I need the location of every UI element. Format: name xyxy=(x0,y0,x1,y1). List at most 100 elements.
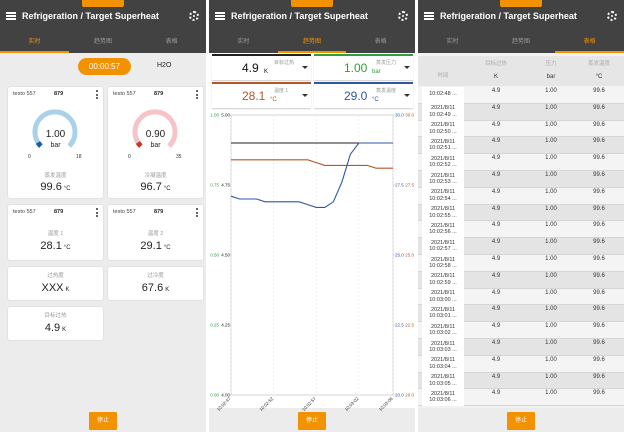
gauge xyxy=(32,109,78,148)
stop-button[interactable]: 停止 xyxy=(507,412,535,430)
card-menu[interactable] xyxy=(196,208,198,217)
table-row: 2021/8/11 10:02:58 ... 4.9 1.00 99.6 xyxy=(418,255,624,272)
device-name: testo 557 xyxy=(113,209,136,215)
tab[interactable]: 实时 xyxy=(209,32,278,53)
status-tag xyxy=(291,0,333,7)
readout[interactable]: 1.00 bar 蒸发压力 xyxy=(314,54,413,80)
time-cell: 2021/8/11 10:02:54 ... xyxy=(422,187,464,205)
value-cell: 99.6 xyxy=(593,340,605,346)
y-tick-label: 0.00 xyxy=(210,393,219,398)
tab[interactable]: 趋势图 xyxy=(277,32,347,53)
value-cell: 4.9 xyxy=(491,306,501,313)
device-serial: 879 xyxy=(154,91,164,97)
table-row: 2021/8/11 10:02:52 ... 4.9 1.00 99.6 xyxy=(418,154,624,171)
settings-button[interactable] xyxy=(189,11,199,21)
column-header: 压力 xyxy=(545,61,557,67)
reading-number: 67.6 xyxy=(141,282,164,294)
table-row: 2021/8/11 10:02:51 ... 4.9 1.00 99.6 xyxy=(418,137,624,155)
gauge-unit: bar xyxy=(50,142,61,149)
value-cell: 99.6 xyxy=(593,222,605,229)
phone-panel: Refrigeration / Target Superheat 实时 趋势图 表格停… xyxy=(0,0,206,432)
medium-label: H2O xyxy=(157,62,172,69)
reading-number: XXX xyxy=(41,282,64,294)
reading-number: 4.9 xyxy=(44,322,61,334)
reading-value: 4.9 K xyxy=(8,322,103,334)
value-cell: 1.00 xyxy=(545,323,557,330)
card-menu[interactable] xyxy=(196,90,198,99)
time-cell: 2021/8/11 10:02:53 ... xyxy=(422,171,464,188)
trend-chart: 0.00 0.25 0.50 0.75 1.00 4.00 4.25 4.50 4.75 5.00… xyxy=(210,113,414,413)
readout[interactable]: 29.0 °C 蒸发温度 xyxy=(314,82,413,108)
value-cell: 99.6 xyxy=(593,155,605,162)
table-row: 2021/8/11 10:02:53 ... 4.9 1.00 99.6 xyxy=(418,171,624,188)
reading-label: 过热度 xyxy=(47,273,64,279)
y-tick-label: 4.00 xyxy=(221,393,230,398)
y-tick-label: 22.5 xyxy=(405,323,414,328)
readout[interactable]: 28.1 °C 温度 1 xyxy=(212,82,311,108)
card-menu[interactable] xyxy=(96,208,98,217)
x-tick-label: 10:03:02 xyxy=(344,396,360,412)
readout-value: 1.00 xyxy=(344,61,368,75)
tab[interactable]: 趋势图 xyxy=(68,32,138,53)
readout-value: 28.1 xyxy=(242,89,266,103)
tab-indicator xyxy=(555,51,624,53)
tab[interactable]: 表格 xyxy=(346,32,415,53)
value-cell: 99.6 xyxy=(593,356,605,363)
settings-button[interactable] xyxy=(607,11,617,21)
status-tag xyxy=(82,0,124,7)
value-cell: 99.6 xyxy=(593,390,605,397)
value-cell: 4.9 xyxy=(491,272,501,279)
status-tag xyxy=(500,0,542,7)
plot-frame xyxy=(230,114,394,396)
readout-label: 蒸发压力 xyxy=(376,60,397,66)
gauge-min: 0 xyxy=(28,154,31,160)
menu-dot xyxy=(196,93,198,96)
reading-value: XXX K xyxy=(8,282,103,294)
table-row: 10:02:48 ... 4.9 1.00 99.6 xyxy=(418,87,624,104)
dropdown-arrow xyxy=(302,94,308,97)
reading-label: 蒸发温度 xyxy=(44,173,67,179)
tab[interactable]: 实时 xyxy=(0,32,69,53)
reading-label: 温度 2 xyxy=(147,231,164,237)
value-cell: 4.9 xyxy=(491,222,501,229)
readout[interactable]: 4.9 K 目标过热 xyxy=(212,54,311,80)
tab[interactable]: 趋势图 xyxy=(486,32,556,53)
y-tick-label: 20.0 xyxy=(395,393,404,398)
menu-button[interactable] xyxy=(215,12,225,20)
menu-dot xyxy=(196,211,198,214)
time-cell: 2021/8/11 10:02:56 ... xyxy=(422,221,464,239)
menu-dot xyxy=(96,208,98,210)
gauge-value: 1.00 xyxy=(45,129,66,140)
value-cell: 1.00 xyxy=(545,256,557,262)
value-cell: 1.00 xyxy=(545,239,557,246)
reading-unit: K xyxy=(65,287,70,293)
value-cell: 99.6 xyxy=(593,239,605,246)
reading-number: 96.7 xyxy=(140,181,162,193)
phone-panel: Refrigeration / Target Superheat 实时 趋势图 表格停… xyxy=(418,0,624,432)
gauge-arc xyxy=(32,109,78,148)
value-cell: 4.9 xyxy=(491,121,501,128)
result-card: 过冷度 67.6 K xyxy=(108,267,203,300)
value-cell: 4.9 xyxy=(491,172,501,178)
time-cell: 2021/8/11 10:03:03 ... xyxy=(422,339,464,356)
reading-unit: K xyxy=(165,287,170,293)
card-menu[interactable] xyxy=(96,90,98,99)
menu-button[interactable] xyxy=(424,12,434,20)
settings-button[interactable] xyxy=(398,11,408,21)
series-line xyxy=(230,142,393,208)
tab[interactable]: 实时 xyxy=(418,32,487,53)
value-cell: 4.9 xyxy=(491,88,501,94)
time-cell: 2021/8/11 10:02:50 ... xyxy=(422,120,464,138)
stop-button[interactable]: 停止 xyxy=(298,412,326,430)
trend-body xyxy=(209,53,415,408)
stop-button[interactable]: 停止 xyxy=(89,412,117,430)
column-unit: °C xyxy=(595,74,603,80)
reading-number: 28.1 xyxy=(40,240,62,252)
tab[interactable]: 表格 xyxy=(555,32,624,53)
reading-label: 冷凝温度 xyxy=(144,173,167,179)
tab[interactable]: 表格 xyxy=(137,32,206,53)
table-row: 2021/8/11 10:02:55 ... 4.9 1.00 99.6 xyxy=(418,204,624,222)
menu-button[interactable] xyxy=(6,12,16,20)
value-cell: 99.6 xyxy=(593,104,605,111)
value-cell: 1.00 xyxy=(545,188,557,195)
